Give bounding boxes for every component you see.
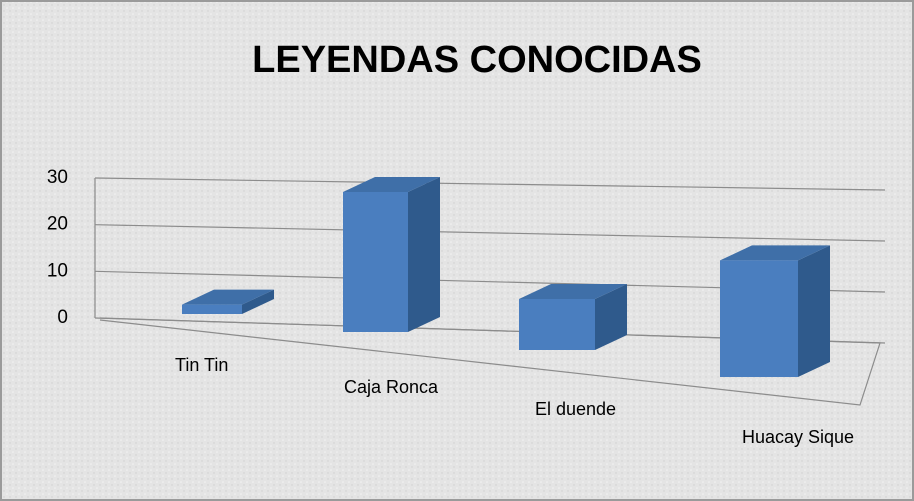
bar-side [242, 289, 274, 314]
x-tick-label: Caja Ronca [344, 377, 439, 397]
bar-top [343, 177, 440, 192]
bar-top [182, 289, 274, 305]
bar [343, 177, 440, 332]
x-tick-label: Huacay Sique [742, 427, 854, 447]
x-tick-label: Tin Tin [175, 355, 228, 375]
bar-front [519, 299, 595, 350]
bar-front [182, 304, 242, 314]
bar-top [519, 284, 627, 299]
grid-line [94, 177, 886, 191]
bar-side [798, 245, 830, 377]
bar [720, 245, 830, 377]
y-tick-label: 30 [47, 167, 68, 188]
bar-top [720, 245, 830, 261]
bar [519, 284, 627, 350]
chart-title: LEYENDAS CONOCIDAS [252, 39, 702, 81]
y-tick-label: 10 [47, 260, 68, 281]
bar-front [343, 192, 408, 332]
bar-side [408, 177, 440, 332]
bar-front [720, 260, 798, 377]
bar-side [595, 284, 627, 350]
y-tick-label: 0 [57, 307, 68, 328]
plot: 0 10 20 30 Tin Tin Caja Ronca El duende Huacay … [47, 167, 886, 447]
y-tick-label: 20 [47, 214, 68, 235]
x-tick-label: El duende [535, 399, 616, 419]
grid-line [94, 224, 886, 242]
bar [182, 289, 274, 314]
